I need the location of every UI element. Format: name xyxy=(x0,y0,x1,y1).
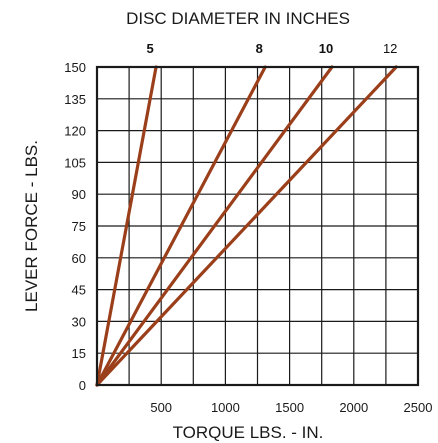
y-tick-labels: 0 15 30 45 60 75 90 105 120 135 150 xyxy=(64,60,86,393)
y-tick-label: 75 xyxy=(72,219,86,234)
series-label-5: 5 xyxy=(146,41,153,56)
y-tick-label: 60 xyxy=(72,251,86,266)
series-label-8: 8 xyxy=(256,41,263,56)
series-label-10: 10 xyxy=(319,41,333,56)
x-axis-label: TORQUE LBS. - IN. xyxy=(173,423,324,442)
x-tick-label: 1500 xyxy=(275,400,304,415)
y-tick-label: 90 xyxy=(72,187,86,202)
series-label-12: 12 xyxy=(383,41,397,56)
x-tick-label: 1000 xyxy=(211,400,240,415)
y-tick-label: 15 xyxy=(72,346,86,361)
x-tick-label: 2000 xyxy=(339,400,368,415)
x-tick-labels: 500 1000 1500 2000 2500 xyxy=(150,400,432,415)
x-tick-label: 500 xyxy=(150,400,172,415)
y-tick-label: 150 xyxy=(64,60,86,75)
y-tick-label: 105 xyxy=(64,155,86,170)
y-tick-label: 120 xyxy=(64,124,86,139)
y-tick-label: 45 xyxy=(72,283,86,298)
y-tick-label: 30 xyxy=(72,314,86,329)
y-tick-label: 135 xyxy=(64,92,86,107)
chart-grid xyxy=(97,67,418,385)
y-tick-label: 0 xyxy=(79,378,86,393)
x-tick-label: 2500 xyxy=(404,400,433,415)
series-labels: 5 8 10 12 xyxy=(146,41,397,56)
y-axis-label: LEVER FORCE - LBS. xyxy=(22,140,41,312)
chart-title: DISC DIAMETER IN INCHES xyxy=(126,9,350,28)
